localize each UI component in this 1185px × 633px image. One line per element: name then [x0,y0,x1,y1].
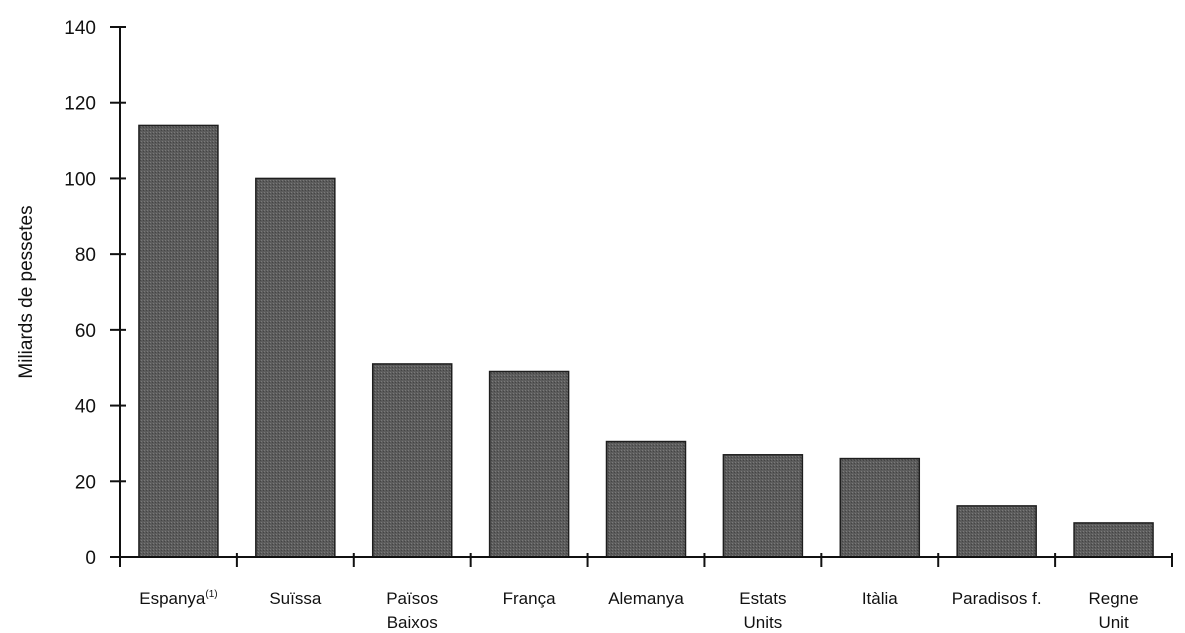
bar-paradisos-f- [956,505,1037,558]
category-label: Estats Units [739,589,786,632]
category-label: Paradisos f. [952,589,1042,608]
bar-itàlia [839,457,921,558]
x-ticks-group [235,553,1173,567]
bar-països-baixos [371,363,453,558]
bar-suïssa [255,177,336,558]
y-axis-title: Miliards de pessetes [16,205,37,378]
y-tick-label: 120 [64,94,96,115]
bars-group [138,124,1154,558]
axes-group [110,27,1172,567]
y-tick-label: 20 [75,472,96,493]
bar-regne-unit [1073,522,1154,558]
y-tick-label: 80 [75,245,96,266]
y-ticks-group: 0 20 40 60 80 100 120 140 [64,18,126,569]
category-label: Països Baixos [386,589,438,632]
category-labels-group: Espanya(1) Suïssa Països Baixos França Aleman… [139,589,1138,632]
y-tick-label: 140 [64,18,96,39]
bar-alemanya [605,440,687,558]
category-label: Alemanya [608,589,684,608]
category-label: Itàlia [862,589,898,608]
y-tick-label: 60 [75,321,96,342]
category-label: Suïssa [269,589,322,608]
category-label: Regne Unit [1089,589,1139,632]
bar-frança [488,370,570,558]
y-tick-label: 100 [64,169,96,190]
y-tick-label: 40 [75,397,96,418]
y-tick-label: 0 [85,548,96,569]
bar-espanya [138,124,219,558]
category-label: Espanya(1) [139,589,217,608]
bar-estats-units [722,454,804,558]
category-label: França [503,589,556,608]
